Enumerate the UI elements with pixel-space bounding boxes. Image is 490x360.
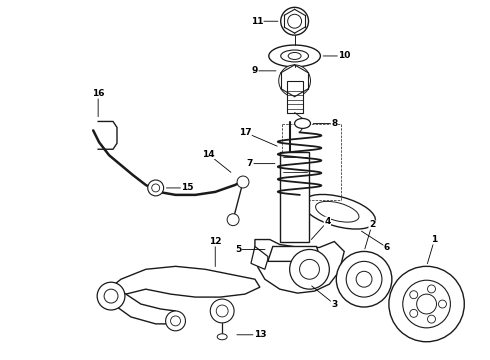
Text: 1: 1 <box>431 235 438 244</box>
Polygon shape <box>268 247 321 261</box>
Text: 6: 6 <box>384 243 390 252</box>
Text: 15: 15 <box>181 184 194 193</box>
Polygon shape <box>255 239 344 293</box>
Ellipse shape <box>281 50 309 62</box>
Text: 17: 17 <box>239 128 251 137</box>
Text: 5: 5 <box>235 245 241 254</box>
Circle shape <box>290 249 329 289</box>
Text: 16: 16 <box>92 89 104 98</box>
Circle shape <box>279 65 311 96</box>
Polygon shape <box>251 247 268 269</box>
Text: 2: 2 <box>369 220 375 229</box>
Circle shape <box>389 266 465 342</box>
Ellipse shape <box>269 45 320 67</box>
Circle shape <box>356 271 372 287</box>
Circle shape <box>97 282 125 310</box>
Ellipse shape <box>303 194 375 229</box>
Circle shape <box>416 294 437 314</box>
Circle shape <box>210 299 234 323</box>
Text: 9: 9 <box>252 66 258 75</box>
Text: 8: 8 <box>331 119 338 128</box>
Circle shape <box>166 311 185 331</box>
Text: 14: 14 <box>202 150 215 159</box>
Circle shape <box>410 309 417 317</box>
Circle shape <box>216 305 228 317</box>
Circle shape <box>227 214 239 226</box>
Text: 4: 4 <box>324 217 331 226</box>
Polygon shape <box>106 266 260 301</box>
Text: 12: 12 <box>209 237 221 246</box>
Circle shape <box>410 291 417 299</box>
Circle shape <box>237 176 249 188</box>
Ellipse shape <box>316 201 359 222</box>
Circle shape <box>148 180 164 196</box>
Text: 7: 7 <box>247 159 253 168</box>
Circle shape <box>171 316 180 326</box>
Circle shape <box>299 260 319 279</box>
Circle shape <box>152 184 160 192</box>
Polygon shape <box>106 287 180 324</box>
Text: 10: 10 <box>338 51 350 60</box>
Polygon shape <box>287 81 302 113</box>
Text: 13: 13 <box>254 330 266 339</box>
Text: 3: 3 <box>331 300 338 309</box>
Ellipse shape <box>217 334 227 340</box>
Text: 11: 11 <box>251 17 263 26</box>
Circle shape <box>346 261 382 297</box>
Circle shape <box>104 289 118 303</box>
Circle shape <box>281 7 309 35</box>
Circle shape <box>403 280 450 328</box>
Circle shape <box>336 251 392 307</box>
Circle shape <box>439 300 446 308</box>
Polygon shape <box>280 152 310 242</box>
Ellipse shape <box>294 118 311 129</box>
Circle shape <box>427 315 436 323</box>
Circle shape <box>427 285 436 293</box>
